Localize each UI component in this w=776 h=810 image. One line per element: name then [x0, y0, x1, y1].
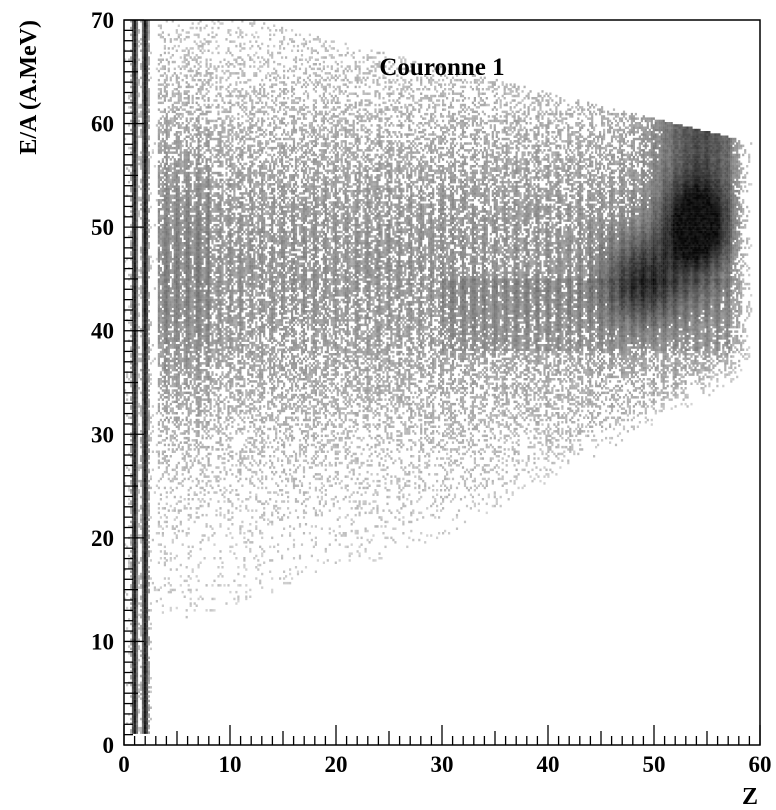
x-tick-label: 50 [643, 752, 666, 777]
y-axis-title: E/A (A.MeV) [16, 20, 42, 155]
x-tick-label: 10 [219, 752, 242, 777]
y-tick-label: 60 [91, 112, 114, 137]
x-tick-label: 20 [325, 752, 348, 777]
x-axis-title: Z [742, 784, 758, 810]
x-tick-label: 30 [431, 752, 454, 777]
y-tick-label: 10 [91, 629, 114, 654]
y-tick-label: 30 [91, 422, 114, 447]
x-tick-label: 0 [118, 752, 130, 777]
density-points [124, 20, 752, 734]
x-tick-label: 60 [749, 752, 772, 777]
y-tick-label: 50 [91, 215, 114, 240]
x-tick-label: 40 [537, 752, 560, 777]
y-tick-label: 70 [91, 8, 114, 33]
y-tick-label: 0 [103, 733, 115, 758]
y-tick-label: 40 [91, 319, 114, 344]
y-tick-label: 20 [91, 526, 114, 551]
chart-title: Couronne 1 [379, 54, 504, 81]
